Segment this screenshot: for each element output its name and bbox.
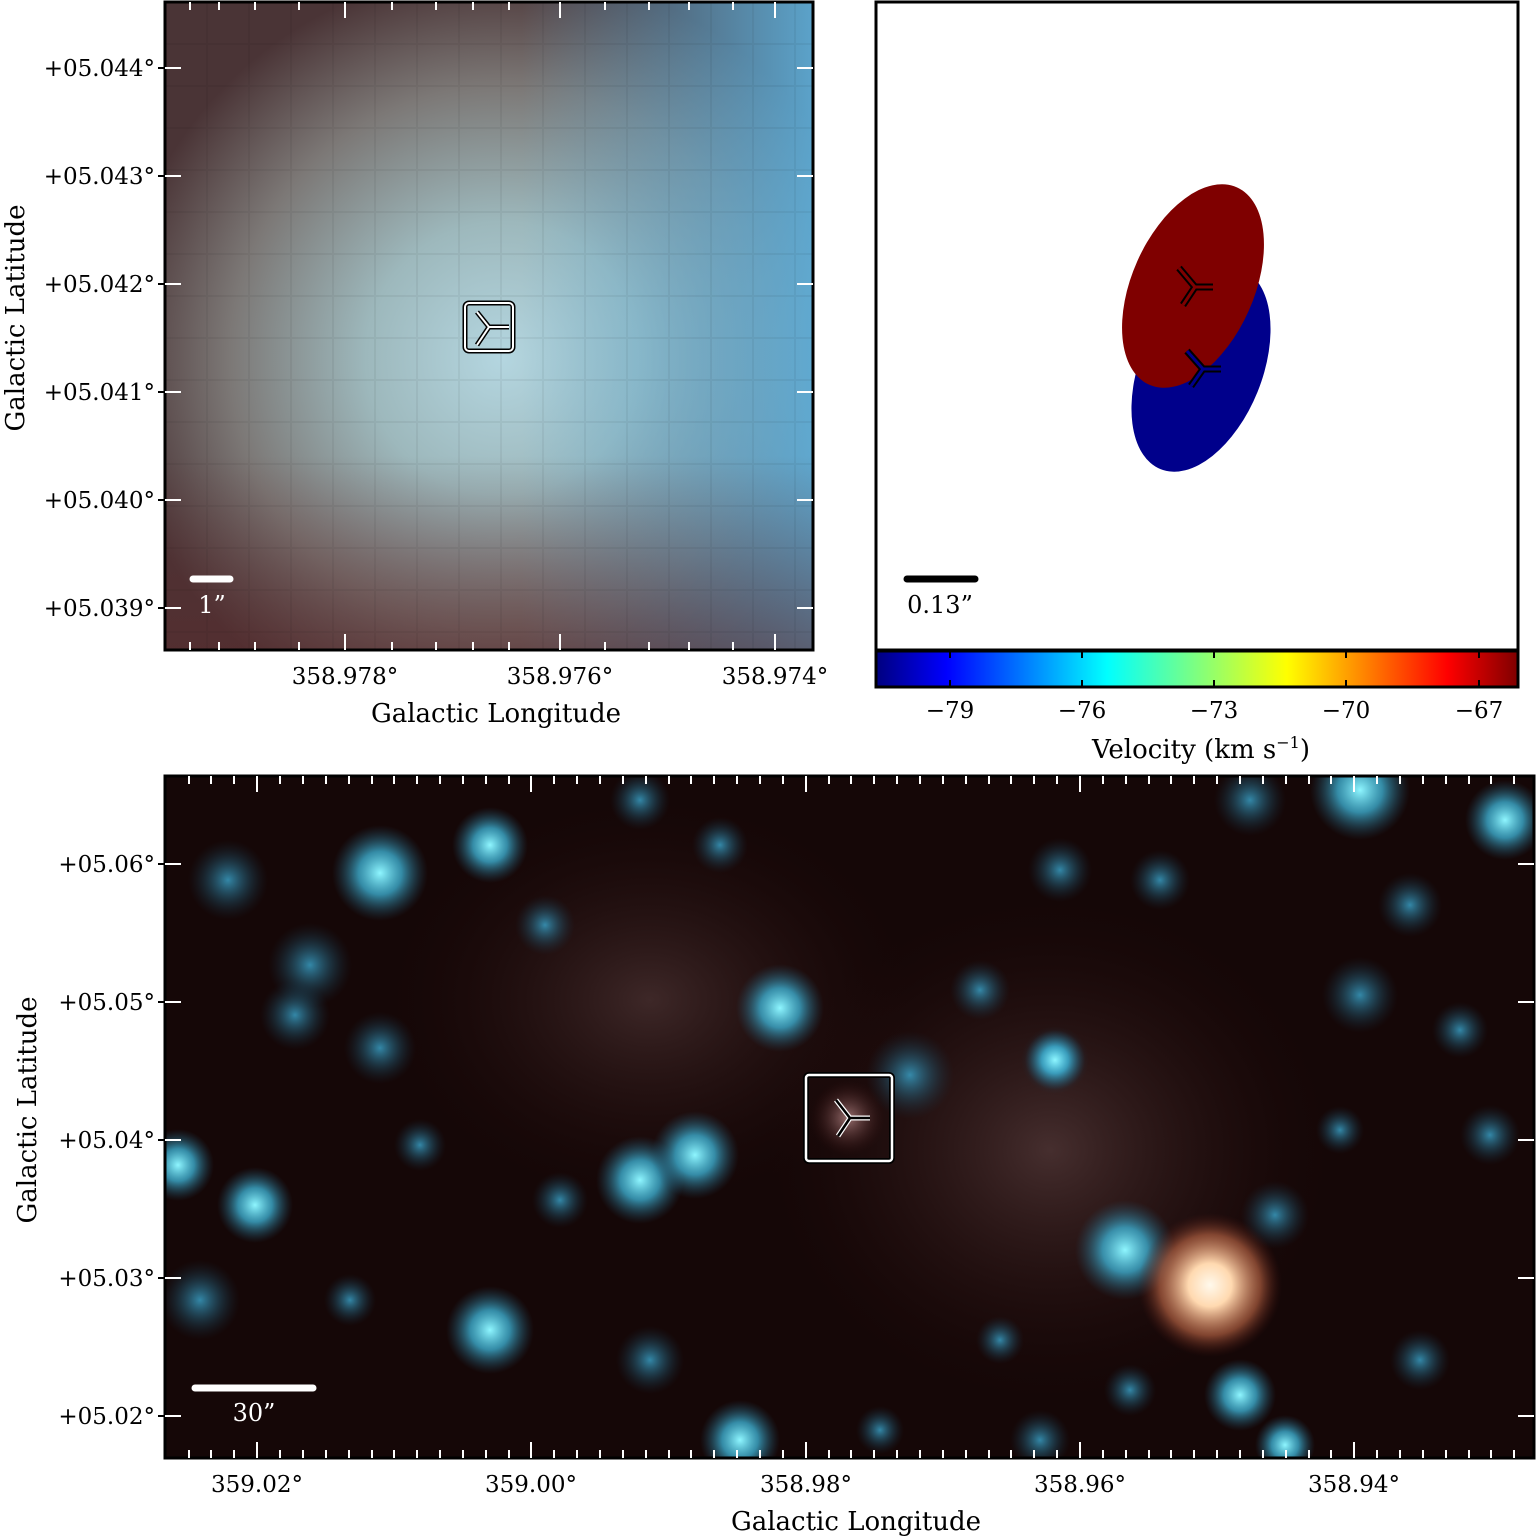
cbar-tick-0: −79 bbox=[926, 698, 975, 724]
b-ytick-1: +05.05° bbox=[58, 990, 155, 1016]
b-xtick-1: 359.00° bbox=[485, 1472, 577, 1498]
tl-xtick-2: 358.974° bbox=[722, 664, 829, 690]
bottom-ticks bbox=[165, 776, 1534, 1458]
top-left-frame bbox=[163, 0, 815, 652]
bottom-scalebar-label: 30” bbox=[233, 1399, 276, 1427]
colorbar-label: Velocity (km s−1) bbox=[1091, 733, 1310, 765]
tl-xtick-1: 358.976° bbox=[507, 664, 614, 690]
field-stars bbox=[165, 776, 1534, 1458]
top-right-ellipse-panel: 0.13” −79 −76 −73 −70 −67 Velocity (km s… bbox=[874, 0, 1520, 765]
tl-ytick-0: +05.044° bbox=[44, 56, 155, 82]
top-left-image-panel: 1” +05.044° +05.043° +05.042° +05.041° +… bbox=[1, 0, 829, 729]
b-ytick-2: +05.04° bbox=[58, 1128, 155, 1154]
b-ytick-4: +05.02° bbox=[58, 1404, 155, 1430]
b-xtick-2: 358.98° bbox=[760, 1472, 852, 1498]
tl-ylabel: Galactic Latitude bbox=[1, 205, 31, 432]
cbar-tick-2: −73 bbox=[1190, 698, 1239, 724]
bottom-frame bbox=[163, 774, 1536, 1460]
b-xtick-4: 358.94° bbox=[1308, 1472, 1400, 1498]
b-xlabel: Galactic Longitude bbox=[731, 1507, 981, 1537]
tl-xtick-0: 358.978° bbox=[292, 664, 399, 690]
tl-ytick-4: +05.040° bbox=[44, 488, 155, 514]
bottom-field-image-panel: 30” +05.06° +05.05° +05.04° +05.03° +05.… bbox=[13, 774, 1536, 1537]
b-ytick-3: +05.03° bbox=[58, 1266, 155, 1292]
bottom-target-marker-box bbox=[803, 1072, 895, 1164]
tl-ytick-2: +05.042° bbox=[44, 272, 155, 298]
cbar-tick-1: −76 bbox=[1058, 698, 1107, 724]
top-left-minor-ticks bbox=[165, 2, 813, 650]
target-marker-box bbox=[462, 300, 516, 354]
red-component-marker bbox=[1176, 265, 1213, 307]
tl-ytick-1: +05.043° bbox=[44, 164, 155, 190]
cbar-tick-3: −70 bbox=[1322, 698, 1371, 724]
tl-xlabel: Galactic Longitude bbox=[371, 699, 621, 729]
tl-ytick-3: +05.041° bbox=[44, 380, 155, 406]
tl-ytick-5: +05.039° bbox=[44, 596, 155, 622]
b-ylabel: Galactic Latitude bbox=[13, 997, 43, 1224]
top-left-scalebar-label: 1” bbox=[198, 591, 226, 619]
b-xtick-0: 359.02° bbox=[211, 1472, 303, 1498]
cbar-tick-4: −67 bbox=[1455, 698, 1504, 724]
top-right-scalebar-label: 0.13” bbox=[907, 591, 973, 619]
blue-component-marker bbox=[1184, 348, 1221, 389]
b-ytick-0: +05.06° bbox=[58, 852, 155, 878]
b-xtick-3: 358.96° bbox=[1034, 1472, 1126, 1498]
colorbar-ticks bbox=[949, 651, 1480, 687]
velocity-colorbar bbox=[874, 649, 1520, 689]
